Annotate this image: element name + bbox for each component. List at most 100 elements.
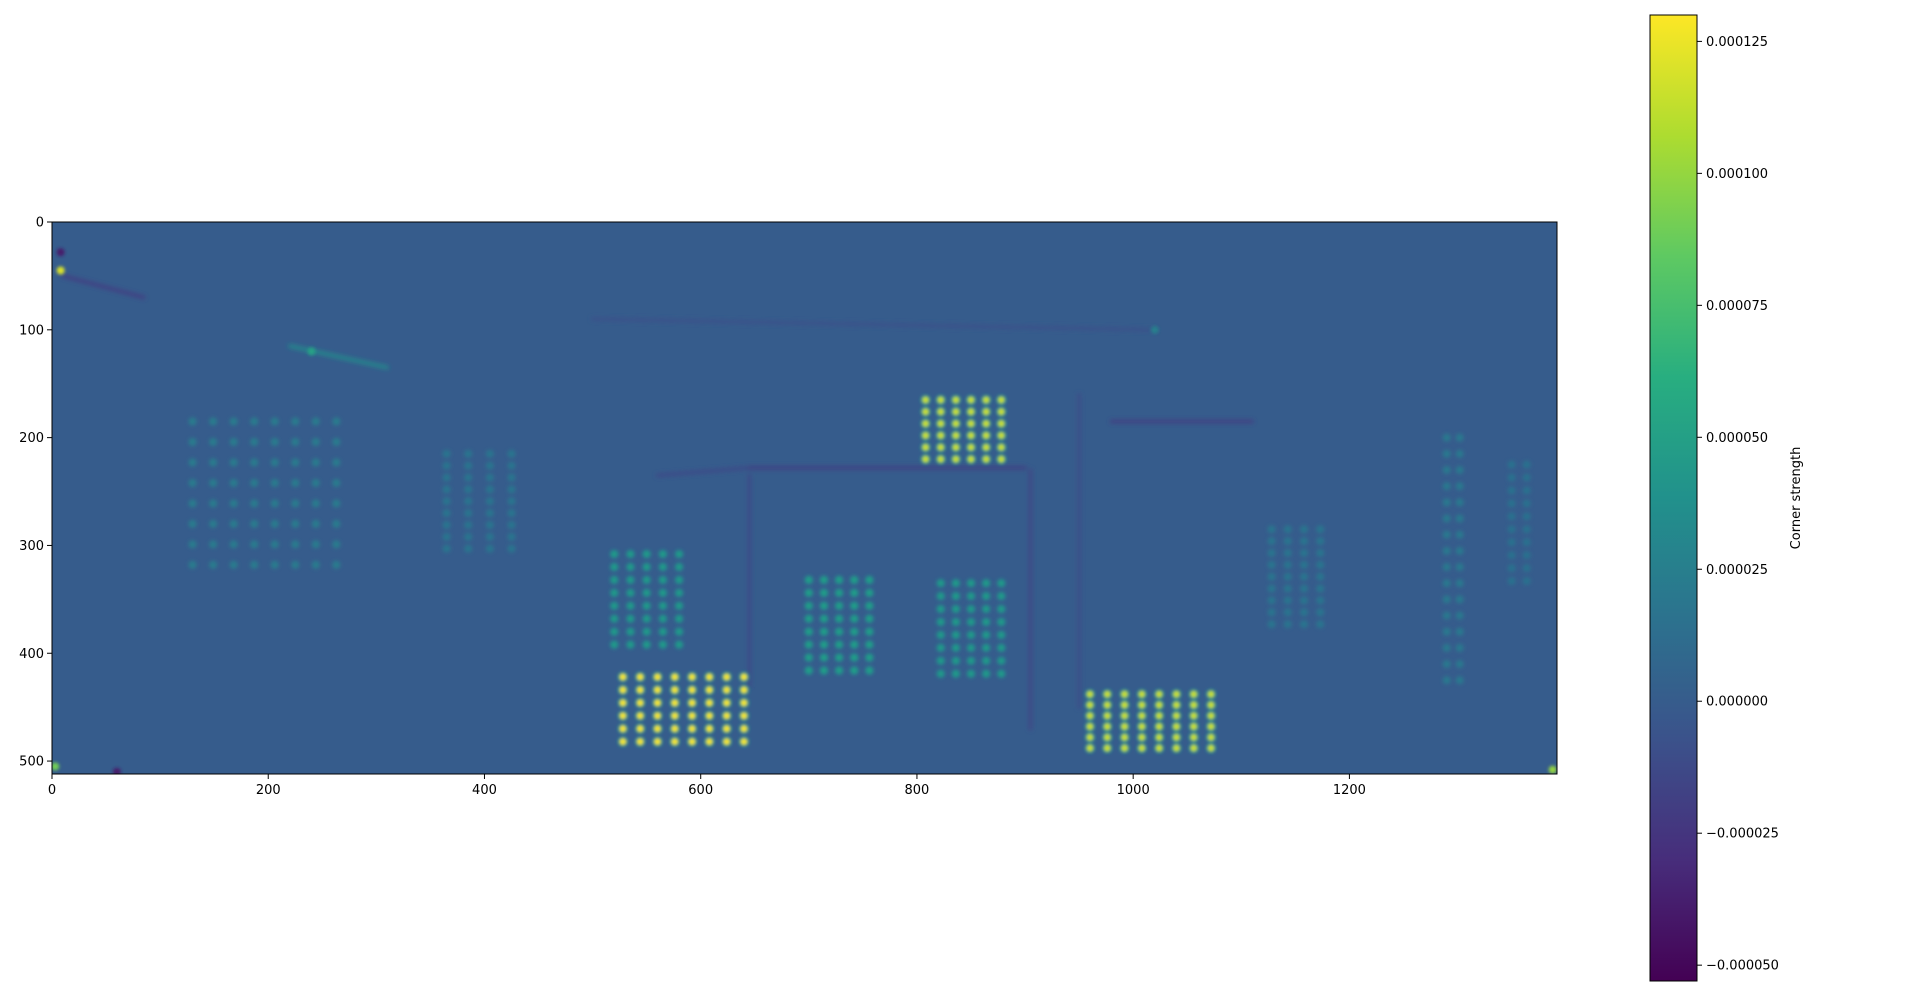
corner-spot [487,510,493,516]
corner-spot [938,580,944,586]
hotspot [57,267,65,275]
corner-spot [1456,483,1462,489]
corner-spot [1444,483,1450,489]
corner-spot [189,418,195,424]
corner-spot [1104,745,1110,751]
corner-spot [189,439,195,445]
corner-spot [672,687,678,693]
corner-spot [627,603,633,609]
corner-spot [1508,526,1514,532]
x-tick-label: 800 [905,783,930,798]
corner-spot [1268,538,1274,544]
corner-spot [723,738,729,744]
corner-spot [836,654,842,660]
corner-spot [292,521,298,527]
corner-spot [806,577,812,583]
x-tick-label: 0 [48,783,56,798]
corner-spot [1191,734,1197,740]
corner-spot [672,700,678,706]
corner-spot [1285,585,1291,591]
corner-spot [998,456,1004,462]
corner-spot [637,700,643,706]
corner-spot [922,432,928,438]
corner-spot [1121,723,1127,729]
corner-spot [1285,597,1291,603]
corner-spot [1508,552,1514,558]
corner-spot [821,590,827,596]
corner-spot [1268,562,1274,568]
corner-spot [741,674,747,680]
corner-spot [210,541,216,547]
corner-spot [1104,702,1110,708]
colorbar-tick-label: −0.000025 [1706,827,1779,842]
corner-spot [627,551,633,557]
corner-spot [1444,434,1450,440]
corner-spot [643,628,649,634]
corner-spot [627,641,633,647]
corner-spot [723,674,729,680]
corner-spot [922,397,928,403]
corner-spot [611,603,617,609]
colorbar-tick-label: 0.000000 [1706,695,1768,710]
corner-spot [821,603,827,609]
corner-spot [983,420,989,426]
corner-spot [627,577,633,583]
corner-spot [938,593,944,599]
corner-spot [1301,574,1307,580]
corner-spot [508,474,514,480]
corner-spot [1508,461,1514,467]
corner-spot [806,654,812,660]
corner-spot [723,700,729,706]
corner-spot [676,551,682,557]
corner-spot [676,577,682,583]
corner-spot [968,619,974,625]
corner-spot [1191,745,1197,751]
corner-spot [983,658,989,664]
corner-spot [313,439,319,445]
corner-spot [998,593,1004,599]
corner-spot [292,459,298,465]
y-axis: 0100200300400500 [19,216,52,770]
corner-spot [660,628,666,634]
corner-spot [821,641,827,647]
corner-spot [998,658,1004,664]
corner-spot [672,713,678,719]
corner-spot [968,444,974,450]
corner-spot [1285,621,1291,627]
hotspot [57,248,65,256]
corner-spot [866,654,872,660]
corner-spot [487,545,493,551]
corner-spot [660,641,666,647]
corner-spot [983,632,989,638]
corner-spot [1444,548,1450,554]
colorbar [1650,15,1697,981]
corner-spot [637,674,643,680]
corner-spot [1524,500,1530,506]
corner-spot [1456,661,1462,667]
corner-spot [611,641,617,647]
corner-spot [851,577,857,583]
corner-spot [1301,562,1307,568]
corner-spot [938,432,944,438]
corner-spot [998,606,1004,612]
corner-spot [251,459,257,465]
corner-spot [806,667,812,673]
corner-spot [1524,578,1530,584]
corner-spot [620,713,626,719]
corner-spot [998,444,1004,450]
corner-spot [643,551,649,557]
corner-spot [983,432,989,438]
x-tick-label: 400 [472,783,497,798]
corner-spot [654,713,660,719]
corner-spot [1444,628,1450,634]
corner-spot [654,726,660,732]
corner-spot [998,580,1004,586]
corner-spot [953,606,959,612]
colorbar-tick-label: −0.000050 [1706,959,1779,974]
corner-spot [968,606,974,612]
corner-spot [968,658,974,664]
corner-spot [251,541,257,547]
corner-spot [938,645,944,651]
corner-spot [676,628,682,634]
corner-spot [1508,474,1514,480]
